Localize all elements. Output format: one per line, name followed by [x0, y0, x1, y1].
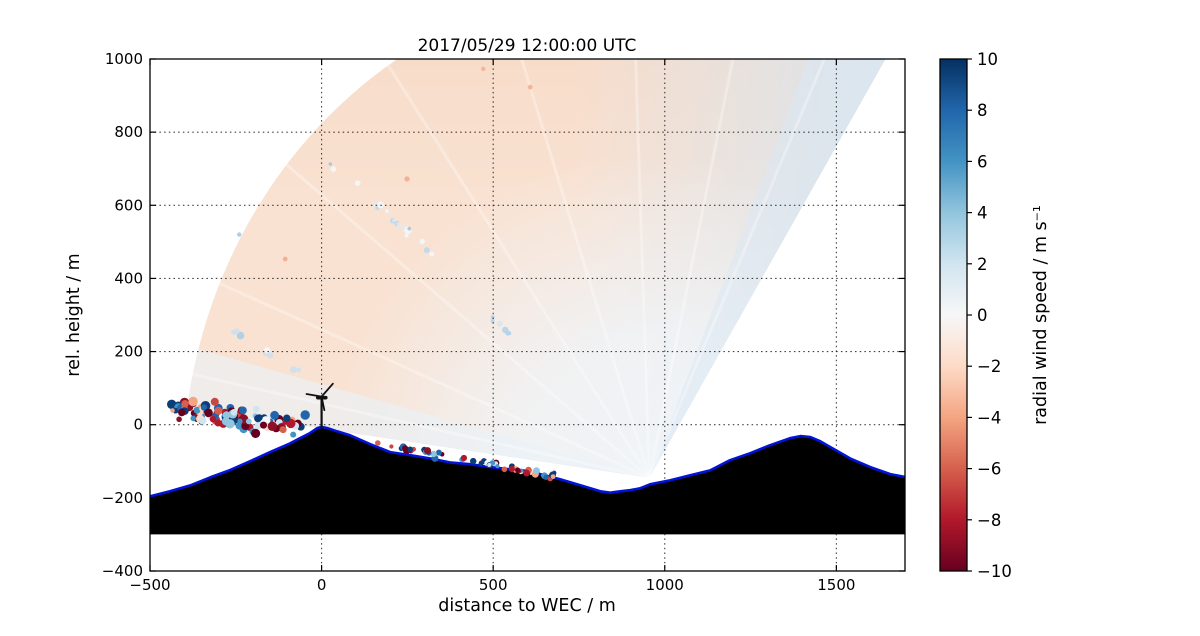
- y-tick-label: 400: [114, 269, 143, 287]
- colorbar-tick-label: −2: [977, 357, 1001, 376]
- colorbar-tick-label: −10: [977, 562, 1012, 581]
- axes-frame: −500 0 500 1000 1500 1000 800 600 400 200 0 −200 −40…: [102, 50, 906, 594]
- y-tick-label: 1000: [105, 50, 143, 68]
- colorbar-tick-label: 6: [977, 152, 988, 171]
- ground-clutter: [167, 396, 557, 482]
- chart-title: 2017/05/29 12:00:00 UTC: [418, 36, 637, 56]
- colorbar: 10 8 6 4 2 0 −2 −4 −6 −8 −10: [939, 50, 1012, 581]
- x-axis-label: distance to WEC / m: [438, 596, 616, 616]
- aerosol-streaks: [230, 66, 533, 373]
- colorbar-tick-label: 8: [977, 101, 988, 120]
- colorbar-tick-label: 0: [977, 306, 988, 325]
- colorbar-label: radial wind speed / m s⁻¹: [1031, 205, 1051, 425]
- x-tick-label: 0: [317, 576, 327, 594]
- colorbar-tick-label: 10: [977, 50, 998, 69]
- y-tick-label: −200: [102, 489, 143, 507]
- wind-turbine: [305, 382, 334, 429]
- colorbar-tick-label: −4: [977, 408, 1001, 427]
- colorbar-tick-label: 2: [977, 255, 988, 274]
- y-tick-label: −400: [102, 562, 143, 580]
- plot-area: [150, 59, 905, 571]
- colorbar-tick-label: −6: [977, 460, 1001, 479]
- y-tick-label: 800: [114, 123, 143, 141]
- x-tick-label: −500: [129, 576, 170, 594]
- scan-sector: [187, 59, 886, 480]
- y-tick-label: 600: [114, 196, 143, 214]
- y-tick-label: 0: [133, 416, 143, 434]
- y-axis-label: rel. height / m: [64, 253, 84, 376]
- chart-canvas: −500 0 500 1000 150010008006004002000−200−40…: [102, 50, 1012, 594]
- x-tick-label: 500: [479, 576, 508, 594]
- y-tick-label: 200: [114, 343, 143, 361]
- x-tick-label: 1000: [646, 576, 684, 594]
- x-tick-label: 1500: [817, 576, 855, 594]
- colorbar-tick-label: 4: [977, 204, 988, 223]
- colorbar-tick-label: −8: [977, 511, 1001, 530]
